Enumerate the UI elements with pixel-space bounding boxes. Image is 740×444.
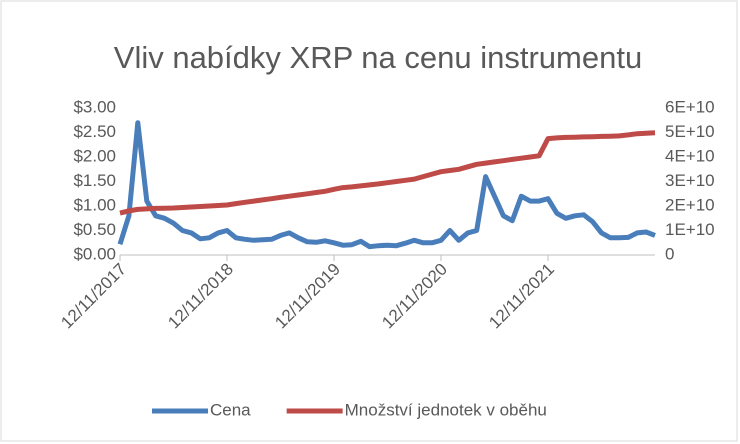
y-tick-label: $2.50 [73, 122, 116, 141]
series-line [119, 130, 656, 216]
y2-tick-label: 2E+10 [665, 195, 715, 214]
series-line [117, 120, 656, 250]
y2-tick-label: 0 [665, 244, 674, 263]
legend-label: Množství jednotek v oběhu [345, 400, 547, 419]
y-tick-label: $0.00 [73, 244, 116, 263]
y2-tick-label: 1E+10 [665, 220, 715, 239]
legend-label: Cena [210, 400, 251, 419]
y2-tick-label: 4E+10 [665, 146, 715, 165]
y-tick-label: $1.50 [73, 171, 116, 190]
y2-tick-label: 6E+10 [665, 97, 715, 116]
y2-tick-label: 3E+10 [665, 171, 715, 190]
y-tick-label: $2.00 [73, 146, 116, 165]
chart-title: Vliv nabídky XRP na cenu instrumentu [114, 40, 642, 75]
y-tick-label: $0.50 [73, 220, 116, 239]
y-tick-label: $1.00 [73, 195, 116, 214]
y-tick-label: $3.00 [73, 97, 116, 116]
y2-tick-label: 5E+10 [665, 122, 715, 141]
